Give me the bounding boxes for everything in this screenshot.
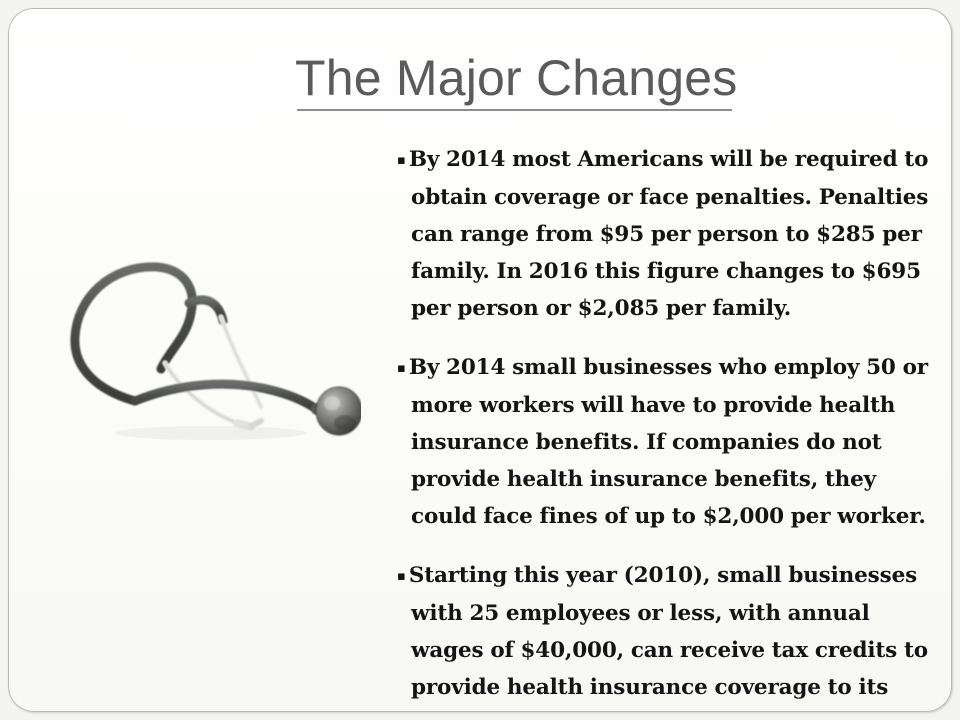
title-underline-rule (297, 109, 732, 111)
list-item-text: Starting this year (2010), small busines… (408, 563, 928, 700)
page-title: The Major Changes (295, 50, 738, 106)
list-item-text: By 2014 most Americans will be required … (408, 147, 929, 321)
slide-frame: The Major Changes (8, 8, 952, 712)
square-bullet-icon: ▪ (397, 569, 409, 584)
square-bullet-icon: ▪ (397, 153, 409, 168)
list-item-text: By 2014 small businesses who employ 50 o… (408, 355, 928, 529)
title-block: The Major Changes (295, 49, 755, 115)
square-bullet-icon: ▪ (397, 361, 409, 376)
stethoscope-image (61, 251, 361, 446)
list-item: ▪By 2014 most Americans will be required… (397, 141, 937, 327)
list-item: ▪By 2014 small businesses who employ 50 … (397, 349, 937, 535)
content-column: ▪By 2014 most Americans will be required… (397, 141, 937, 711)
list-item: ▪Starting this year (2010), small busine… (397, 557, 937, 711)
